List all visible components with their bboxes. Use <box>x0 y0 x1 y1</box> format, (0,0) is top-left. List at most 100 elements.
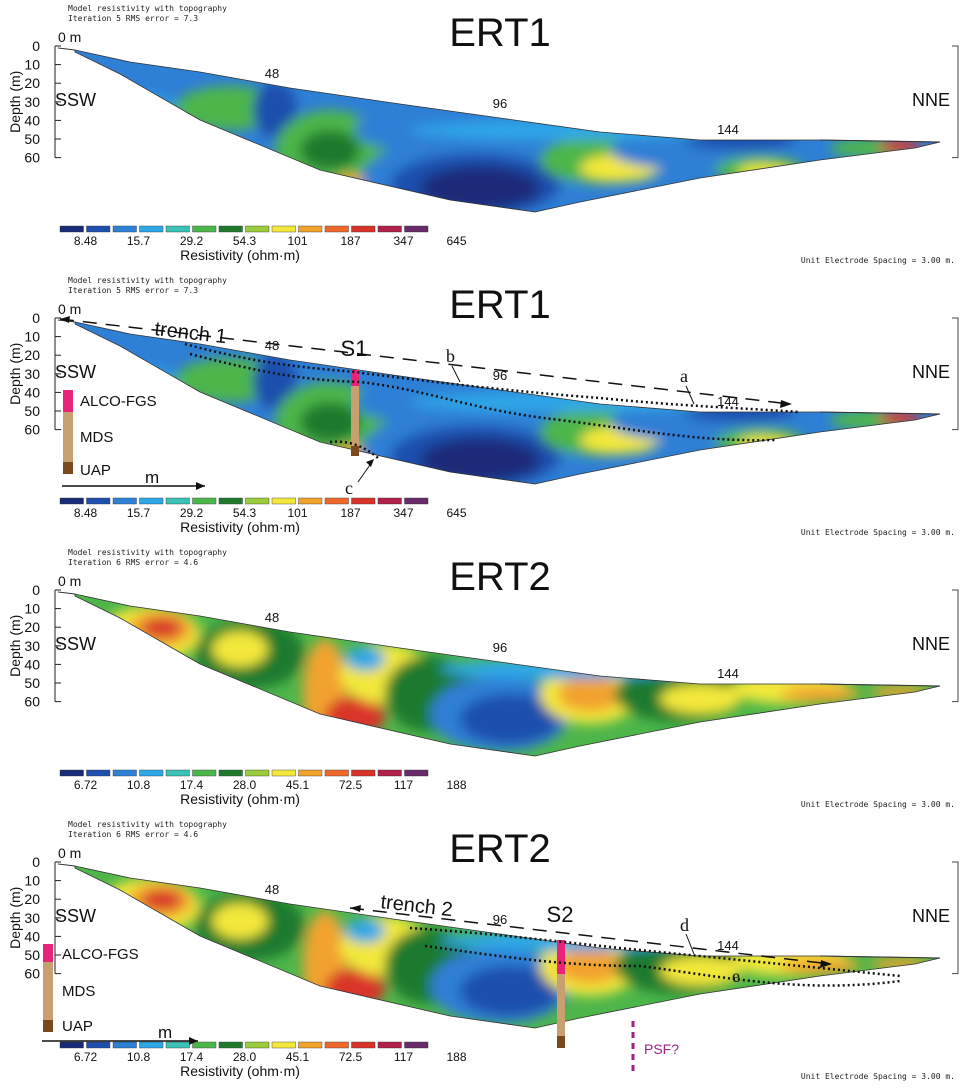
leader-b <box>451 365 461 383</box>
topography-line <box>819 683 941 687</box>
electrode-spacing-note: Unit Electrode Spacing = 3.00 m. <box>801 528 955 537</box>
legend-uap-label: UAP <box>80 462 111 479</box>
depth-tick-label: 0 <box>32 854 40 870</box>
unit-label-c: c <box>345 478 353 498</box>
depth-tick-label: 50 <box>24 131 40 147</box>
colorbar-value: 101 <box>287 234 307 248</box>
colorbar-swatch <box>271 497 296 505</box>
resistivity-anomaly <box>253 354 297 410</box>
depth-tick-label: 20 <box>24 891 40 907</box>
resistivity-anomaly <box>715 156 805 184</box>
legend-alco-fgs-label: ALCO-FGS <box>80 393 157 410</box>
colorbar-swatch <box>245 1041 270 1049</box>
ert1-raw-section: Model resistivity with topographyIterati… <box>7 4 959 265</box>
legend-uap-label: UAP <box>62 1018 93 1035</box>
resistivity-anomaly <box>558 948 622 984</box>
colorbar-swatch <box>86 769 111 777</box>
depth-tick-label: 60 <box>24 422 40 438</box>
colorbar-value: 8.48 <box>74 234 98 248</box>
trench-dashed-line <box>349 907 831 965</box>
colorbar-value: 28.0 <box>233 1050 257 1064</box>
depth-tick-label: 10 <box>24 57 40 73</box>
resistivity-anomaly <box>300 402 360 442</box>
resistivity-anomaly <box>440 659 680 679</box>
colorbar-swatch <box>404 225 429 233</box>
depth-tick-label: 40 <box>24 656 40 672</box>
station-alco-fgs <box>351 370 359 386</box>
distance-tick-label: 144 <box>717 122 739 137</box>
colorbar-swatch <box>112 769 137 777</box>
colorbar-swatch <box>377 497 402 505</box>
ert2-raw-section: Model resistivity with topographyIterati… <box>7 548 959 809</box>
colorbar-swatch <box>86 1041 111 1049</box>
colorbar-value: 17.4 <box>180 1050 204 1064</box>
colorbar-swatch <box>298 1041 323 1049</box>
depth-tick-label: 0 <box>32 38 40 54</box>
colorbar-swatch <box>404 1041 429 1049</box>
colorbar-value: 28.0 <box>233 778 257 792</box>
resistivity-anomaly <box>737 436 793 452</box>
ert1-annotated-section: Model resistivity with topographyIterati… <box>7 276 959 537</box>
depth-tick-label: 0 <box>32 582 40 598</box>
direction-right-label: NNE <box>912 362 950 382</box>
boundary-e <box>424 944 901 987</box>
colorbar-swatch <box>271 1041 296 1049</box>
distance-tick-label: 48 <box>265 338 279 353</box>
station-alco-fgs <box>557 940 565 974</box>
colorbar-value: 10.8 <box>127 778 151 792</box>
resistivity-anomaly <box>737 164 793 180</box>
section-outline <box>74 49 941 213</box>
colorbar-swatch <box>298 225 323 233</box>
ert2-annotated-panel: Model resistivity with topography Iterati… <box>0 816 969 1084</box>
colorbar-swatch <box>139 225 164 233</box>
legend-uap-swatch <box>43 1020 53 1032</box>
resistivity-anomaly <box>420 438 540 482</box>
resistivity-anomaly <box>345 647 385 671</box>
colorbar-value: 72.5 <box>339 778 363 792</box>
depth-tick-label: 30 <box>24 366 40 382</box>
header-line1: Model resistivity with topography <box>68 820 227 829</box>
colorbar-swatch <box>192 225 217 233</box>
trench-arrowhead-left <box>60 316 70 323</box>
resistivity-anomaly <box>253 82 297 138</box>
resistivity-section <box>75 594 940 756</box>
section-outline <box>74 865 941 1029</box>
leader-d <box>685 933 695 955</box>
colorbar-swatch <box>86 497 111 505</box>
distance-tick-label: 144 <box>717 938 739 953</box>
colorbar-swatch <box>165 497 190 505</box>
colorbar-value: 29.2 <box>180 234 204 248</box>
colorbar-swatch <box>192 1041 217 1049</box>
header-line2: Iteration 5 RMS error = 7.3 <box>68 286 198 295</box>
colorbar-value: 72.5 <box>339 1050 363 1064</box>
header-line2: Iteration 5 RMS error = 7.3 <box>68 14 198 23</box>
depth-axis-label: Depth (m) <box>7 343 23 405</box>
colorbar-swatch <box>324 769 349 777</box>
colorbar-value: 347 <box>393 234 413 248</box>
origin-label: 0 m <box>58 301 81 317</box>
colorbar-swatch <box>377 769 402 777</box>
colorbar-label: Resistivity (ohm·m) <box>180 1063 300 1079</box>
station-uap <box>557 1036 565 1048</box>
colorbar-label: Resistivity (ohm·m) <box>180 247 300 263</box>
trench-label: trench 2 <box>379 891 453 921</box>
colorbar-swatch <box>139 1041 164 1049</box>
depth-axis-label: Depth (m) <box>7 615 23 677</box>
section-title: ERT2 <box>449 555 551 599</box>
resistivity-anomaly <box>120 96 180 140</box>
resistivity-anomaly <box>460 694 560 744</box>
distance-tick-label: 96 <box>493 912 507 927</box>
distance-tick-label: 96 <box>493 640 507 655</box>
section-title: ERT2 <box>449 827 551 871</box>
distance-tick-label: 48 <box>265 66 279 81</box>
direction-right-label: NNE <box>912 634 950 654</box>
topography-line <box>57 47 76 51</box>
ert1-annotated-panel: Model resistivity with topography Iterati… <box>0 272 969 540</box>
scale-arrowhead <box>189 1037 198 1045</box>
topography-line <box>57 863 76 867</box>
station-label: S2 <box>547 902 574 927</box>
colorbar-label: Resistivity (ohm·m) <box>180 519 300 535</box>
resistivity-anomaly <box>780 686 860 702</box>
depth-tick-label: 40 <box>24 928 40 944</box>
electrode-spacing-note: Unit Electrode Spacing = 3.00 m. <box>801 1072 955 1081</box>
